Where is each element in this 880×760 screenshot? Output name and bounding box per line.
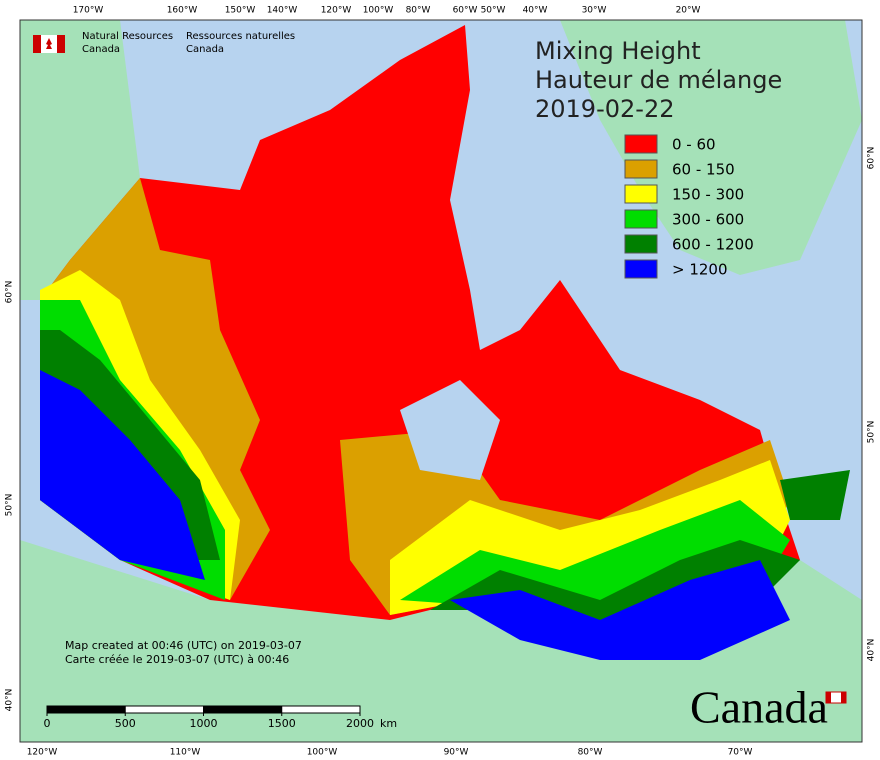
graticule-label: 160°W	[167, 6, 198, 16]
org-name: Canada	[82, 44, 120, 55]
org-name: Ressources naturelles	[186, 31, 295, 42]
wordmark-flag	[841, 692, 846, 703]
graticule-label: 100°W	[307, 748, 338, 758]
legend-swatch	[624, 184, 658, 204]
legend-label: 0 - 60	[672, 136, 716, 154]
map-note: Carte créée le 2019-03-07 (UTC) à 00:46	[65, 653, 289, 666]
zone-1200-east	[450, 560, 790, 660]
legend-label: > 1200	[672, 261, 728, 279]
graticule-label: 20°W	[676, 6, 701, 16]
legend-label: 600 - 1200	[672, 236, 754, 254]
legend-swatch	[624, 159, 658, 179]
legend-swatch	[624, 134, 658, 154]
wordmark-flag	[826, 692, 831, 703]
graticule-label: 40°N	[867, 639, 877, 662]
zone-1200	[40, 370, 205, 580]
logo-flag	[57, 35, 65, 53]
logo-leaf	[46, 38, 52, 49]
graticule-label: 40°W	[523, 6, 548, 16]
legend-swatch	[624, 259, 658, 279]
scale-unit: km	[380, 717, 397, 730]
scale-label: 0	[44, 717, 51, 730]
logo-flag	[33, 35, 41, 53]
alaska	[20, 20, 140, 300]
graticule-label: 120°W	[27, 748, 58, 758]
greenland	[560, 20, 862, 275]
graticule-label: 80°W	[578, 748, 603, 758]
newfoundland	[780, 470, 850, 520]
legend-label: 150 - 300	[672, 186, 744, 204]
scale-segment	[203, 706, 282, 713]
map-note: Map created at 00:46 (UTC) on 2019-03-07	[65, 639, 302, 652]
graticule-label: 50°N	[5, 494, 15, 517]
scale-label: 1500	[268, 717, 296, 730]
org-name: Natural Resources	[82, 31, 173, 42]
legend-label: 60 - 150	[672, 161, 735, 179]
graticule-label: 100°W	[363, 6, 394, 16]
scale-segment	[47, 706, 126, 713]
graticule-label: 140°W	[267, 6, 298, 16]
hudson-bay	[400, 380, 500, 480]
graticule-label: 40°N	[5, 689, 15, 712]
org-name: Canada	[186, 44, 224, 55]
frame	[19, 19, 863, 743]
graticule-label: 60°W	[453, 6, 478, 16]
graticule-label: 30°W	[582, 6, 607, 16]
graticule-label: 50°W	[481, 6, 506, 16]
legend-label: 300 - 600	[672, 211, 744, 229]
map-title: Hauteur de mélange	[535, 66, 782, 94]
graticule-label: 60°N	[867, 147, 877, 170]
map-title: 2019-02-22	[535, 95, 674, 123]
graticule-label: 120°W	[321, 6, 352, 16]
map-title: Mixing Height	[535, 37, 701, 65]
graticule-label: 170°W	[73, 6, 104, 16]
legend-swatch	[624, 209, 658, 229]
graticule-label: 60°N	[5, 281, 15, 304]
graticule-label: 50°N	[867, 421, 877, 444]
scale-label: 1000	[190, 717, 218, 730]
wordmark: Canada	[690, 682, 828, 733]
usa	[20, 540, 862, 742]
graticule-label: 80°W	[406, 6, 431, 16]
graticule-label: 150°W	[225, 6, 256, 16]
legend-swatch	[624, 234, 658, 254]
graticule-label: 90°W	[444, 748, 469, 758]
scale-label: 500	[115, 717, 136, 730]
scale-label: 2000	[346, 717, 374, 730]
graticule-label: 110°W	[170, 748, 201, 758]
graticule-label: 70°W	[728, 748, 753, 758]
